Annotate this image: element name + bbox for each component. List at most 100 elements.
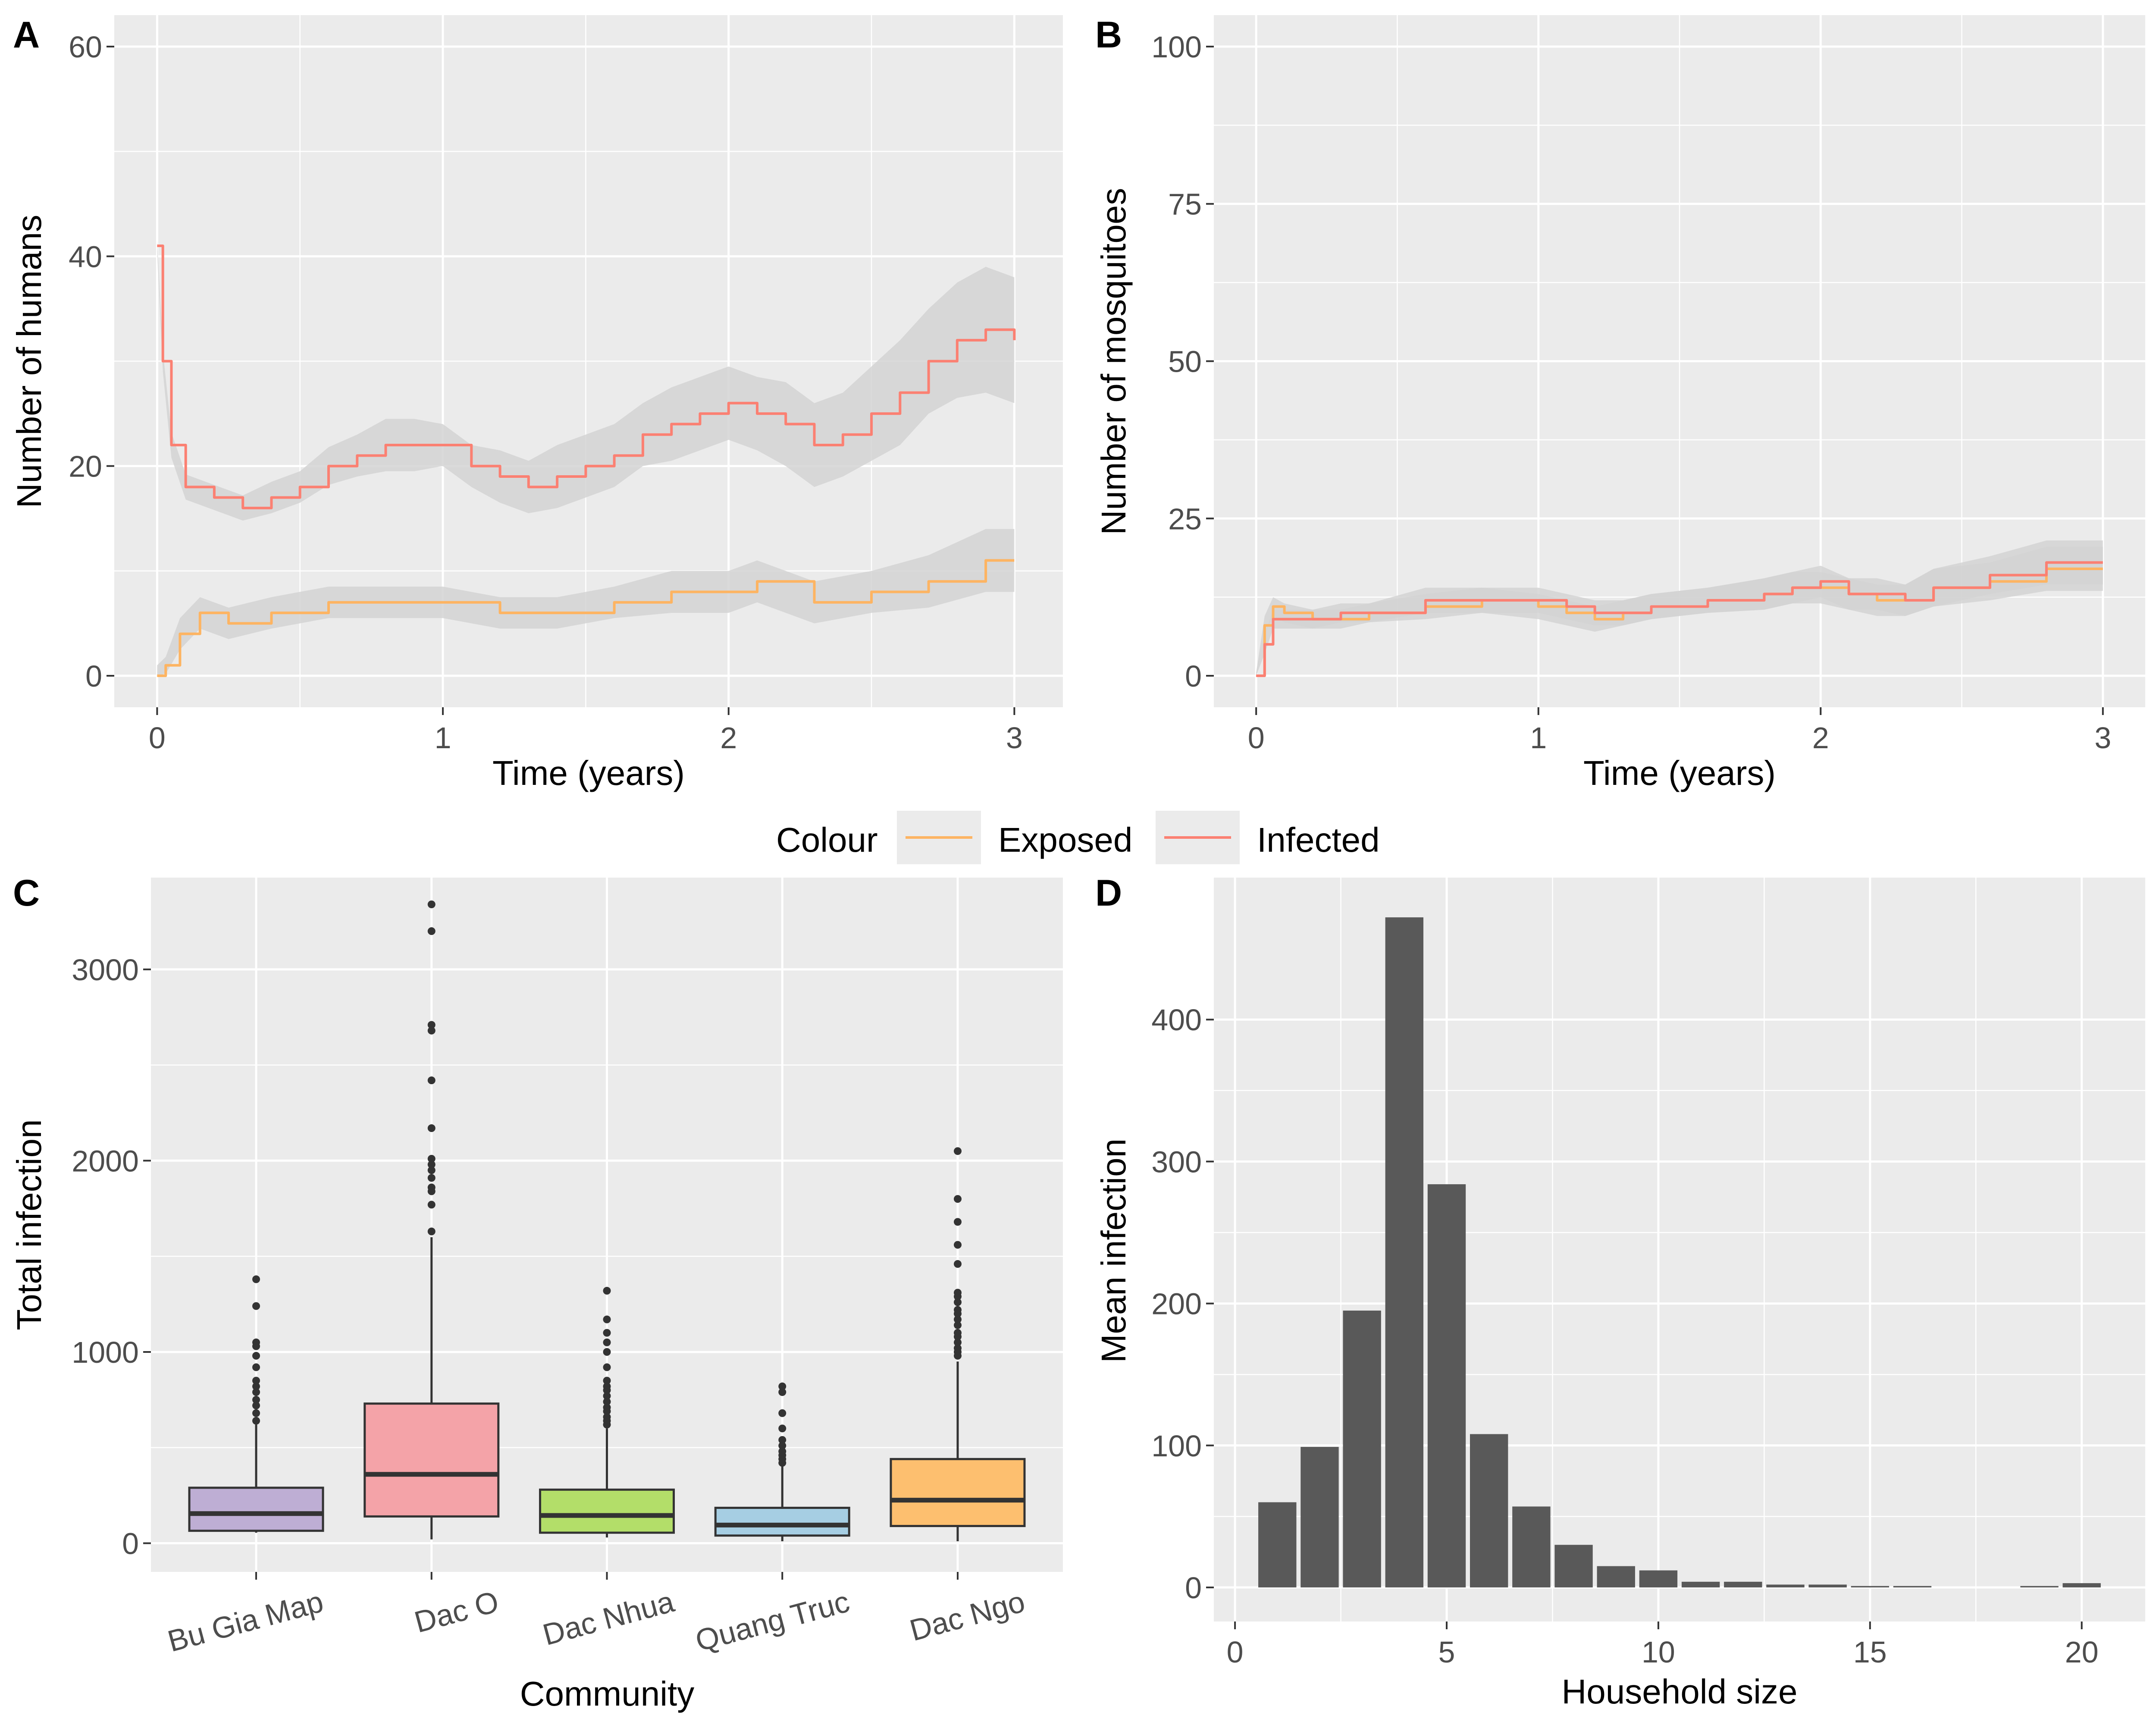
panel-b-y-axis-title: Number of mosquitoes [1094, 188, 1133, 535]
panel-a-exposed-band [157, 529, 1015, 676]
box-outlier-dac-o [427, 1174, 436, 1182]
box-outlier-bu-gia-map [252, 1363, 260, 1371]
box-outlier-dac-nhua [603, 1287, 611, 1295]
bar-household-size-10 [1639, 1570, 1678, 1587]
box-outlier-dac-o [427, 1124, 436, 1132]
panel-a-y-tick-label: 60 [69, 30, 102, 64]
panel-b-axes: 0 1 2 3 0 25 50 75 100 [1151, 30, 2111, 755]
box-outlier-dac-ngo [953, 1329, 962, 1337]
box-outlier-dac-nhua [603, 1363, 611, 1371]
panel-a-confidence-bands [157, 240, 1015, 676]
bar-household-size-9 [1597, 1566, 1635, 1587]
box-outlier-dac-o [427, 1160, 436, 1169]
box-outlier-dac-ngo [953, 1298, 962, 1306]
panel-c-y-tick-label: 1000 [72, 1336, 139, 1369]
box-outlier-bu-gia-map [252, 1388, 260, 1396]
box-outlier-dac-nhua [603, 1398, 611, 1406]
panel-c-y-axis-title: Total infection [10, 1119, 48, 1330]
box-dac-nhua [539, 1488, 675, 1534]
panel-a-axes: 0 1 2 3 0 20 40 60 [69, 30, 1023, 755]
bar-household-size-13 [1766, 1584, 1805, 1587]
panel-d-y-tick-label: 400 [1151, 1003, 1202, 1037]
panel-c-y-tick-label: 0 [122, 1527, 139, 1560]
box-outlier-dac-ngo [953, 1344, 962, 1352]
box-outlier-bu-gia-map [252, 1302, 260, 1310]
box-quang-truc [714, 1506, 850, 1537]
panel-b-infected-line [1256, 561, 2103, 677]
panel-b-gridlines [1214, 15, 2145, 707]
bar-household-size-3 [1343, 1311, 1381, 1587]
box-outlier-dac-ngo [953, 1289, 962, 1297]
panel-a-x-axis-title: Time (years) [492, 754, 685, 792]
panel-a-y-tick-label: 20 [69, 450, 102, 483]
panel-b-x-axis-title: Time (years) [1583, 754, 1776, 792]
panel-d-x-tick-label: 15 [1853, 1635, 1887, 1669]
bar-household-size-15 [1851, 1586, 1889, 1587]
box-outlier-dac-nhua [603, 1413, 611, 1421]
panel-a-y-tick-label: 0 [85, 659, 102, 693]
box-outlier-dac-nhua [603, 1315, 611, 1324]
legend: Colour Exposed Infected [776, 811, 1380, 864]
panel-b-y-tick-label: 100 [1151, 30, 1202, 64]
box-outlier-dac-ngo [953, 1321, 962, 1329]
legend-label-infected: Infected [1257, 821, 1380, 859]
box-outlier-dac-ngo [953, 1147, 962, 1155]
box-outlier-dac-o [427, 1183, 436, 1192]
panel-a-series-lines [157, 245, 1016, 677]
box-outlier-dac-nhua [603, 1382, 611, 1390]
bar-household-size-11 [1681, 1581, 1720, 1587]
bar-household-size-2 [1300, 1447, 1339, 1587]
bar-household-size-16 [1893, 1586, 1932, 1587]
panel-b-x-tick-label: 3 [2094, 721, 2111, 755]
box-outlier-quang-truc [778, 1436, 787, 1444]
panel-a-infected-line [157, 245, 1016, 509]
bar-household-size-4 [1385, 917, 1423, 1587]
panel-a-infected-band [157, 240, 1015, 521]
panel-a-x-tick-label: 0 [149, 721, 166, 755]
box-outlier-dac-o [427, 900, 436, 909]
box-outlier-dac-nhua [603, 1329, 611, 1337]
box-outlier-dac-o [427, 1166, 436, 1174]
panel-b-chart: 0 1 2 3 0 25 50 75 100 B Time (years) Number of … [1094, 14, 2145, 792]
box-bu-gia-map [188, 1487, 324, 1532]
panel-d-x-tick-label: 10 [1642, 1635, 1675, 1669]
box-outlier-dac-ngo [953, 1241, 962, 1249]
box-outlier-dac-nhua [603, 1392, 611, 1400]
panel-b-series-lines [1256, 561, 2103, 677]
bar-household-size-19 [2020, 1586, 2059, 1587]
box-outlier-bu-gia-map [252, 1396, 260, 1404]
box-outlier-dac-ngo [953, 1260, 962, 1268]
panel-d-tag: D [1095, 872, 1122, 914]
box-outlier-dac-o [427, 1026, 436, 1035]
box-outlier-bu-gia-map [252, 1417, 260, 1425]
bar-household-size-1 [1258, 1502, 1297, 1587]
box-outlier-dac-ngo [953, 1195, 962, 1203]
box-outlier-dac-nhua [603, 1403, 611, 1411]
box-outlier-bu-gia-map [252, 1409, 260, 1417]
panel-d-x-tick-label: 0 [1227, 1635, 1244, 1669]
panel-d-y-axis-title: Mean infection [1094, 1138, 1133, 1363]
panel-d-y-tick-label: 100 [1151, 1429, 1202, 1463]
panel-c-x-axis-title: Community [520, 1675, 695, 1713]
panel-a-y-tick-label: 40 [69, 240, 102, 273]
panel-b-tag: B [1095, 14, 1122, 56]
box-outlier-bu-gia-map [252, 1377, 260, 1385]
box-dac-o [364, 1402, 500, 1518]
box-outlier-quang-truc [778, 1388, 787, 1396]
box-outlier-quang-truc [778, 1409, 787, 1417]
bar-household-size-7 [1512, 1506, 1551, 1587]
panel-b-y-tick-label: 75 [1168, 188, 1202, 221]
box-outlier-dac-o [427, 927, 436, 935]
panel-a-exposed-line [157, 559, 1015, 677]
bar-household-size-6 [1470, 1434, 1508, 1587]
box-outlier-dac-o [427, 1201, 436, 1209]
panel-a-x-tick-label: 1 [435, 721, 451, 755]
bar-household-size-20 [2062, 1583, 2101, 1587]
panel-c-tag: C [13, 872, 40, 914]
box-outlier-dac-o [427, 1227, 436, 1236]
box-dac-ngo [890, 1458, 1026, 1527]
bar-household-size-8 [1554, 1545, 1593, 1587]
